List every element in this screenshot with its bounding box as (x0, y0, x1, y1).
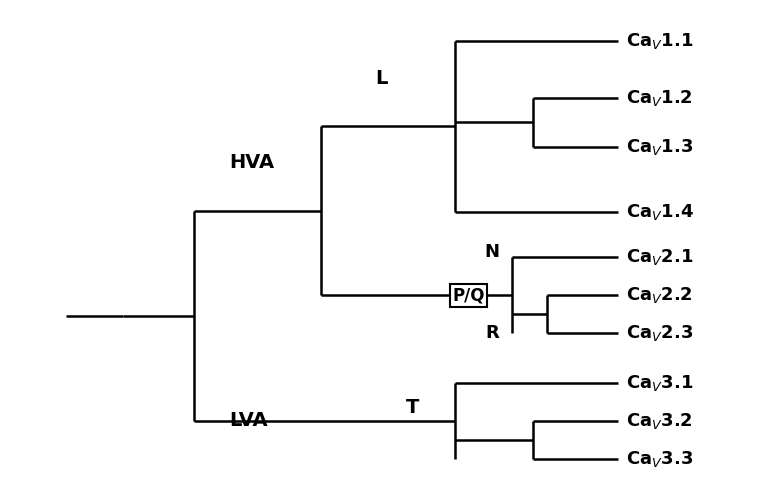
Text: L: L (375, 69, 387, 88)
Text: Ca$_V$2.2: Ca$_V$2.2 (626, 285, 693, 306)
Text: R: R (485, 324, 499, 342)
Text: P/Q: P/Q (453, 286, 485, 305)
Text: Ca$_V$2.1: Ca$_V$2.1 (626, 247, 693, 267)
Text: T: T (406, 398, 420, 417)
Text: Ca$_V$1.4: Ca$_V$1.4 (626, 202, 694, 222)
Text: HVA: HVA (229, 153, 274, 172)
Text: N: N (484, 243, 499, 261)
Text: LVA: LVA (229, 411, 267, 430)
Text: Ca$_V$1.2: Ca$_V$1.2 (626, 88, 693, 108)
Text: Ca$_V$1.1: Ca$_V$1.1 (626, 31, 693, 51)
Text: Ca$_V$3.2: Ca$_V$3.2 (626, 411, 693, 431)
Text: Ca$_V$1.3: Ca$_V$1.3 (626, 137, 693, 157)
Text: Ca$_V$2.3: Ca$_V$2.3 (626, 323, 693, 343)
Text: Ca$_V$3.1: Ca$_V$3.1 (626, 373, 693, 393)
Text: Ca$_V$3.3: Ca$_V$3.3 (626, 449, 693, 469)
